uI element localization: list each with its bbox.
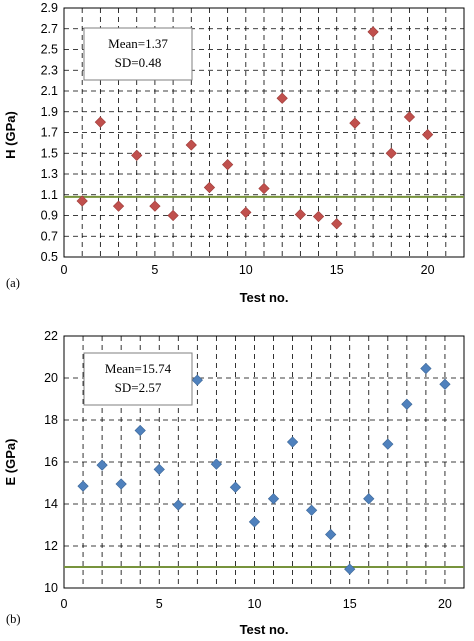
x-axis-title: Test no.	[240, 290, 289, 305]
x-tick-label: 20	[438, 597, 452, 611]
data-point	[153, 463, 165, 475]
data-point	[185, 139, 197, 151]
y-tick-label: 10	[44, 581, 58, 595]
y-tick-label: 0.7	[41, 229, 58, 243]
data-point	[240, 206, 252, 219]
data-point	[203, 181, 216, 194]
y-tick-label: 2.9	[41, 1, 58, 15]
data-point	[276, 92, 288, 104]
x-tick-label: 15	[343, 597, 357, 611]
y-tick-label: 14	[44, 497, 58, 511]
data-point	[294, 208, 306, 221]
chart-panel-b: 10 12 14 16 18 20 22 0 5 10 15 20 Mean=15.74 SD=2.57 T…	[3, 329, 465, 637]
data-point	[77, 480, 89, 492]
data-point	[439, 378, 451, 390]
x-tick-label: 0	[61, 597, 68, 611]
y-tick-label: 0.9	[41, 209, 58, 223]
data-point	[422, 128, 434, 141]
x-tick-label: 0	[61, 263, 68, 277]
y-tick-label: 22	[44, 329, 58, 343]
data-point	[115, 478, 127, 490]
chart-panel-a: 0.5 0.7 0.9 1.1 1.3 1.5 1.7 1.9 2.1 2.3 2.5 2.7 2.9 0…	[3, 1, 465, 305]
data-point	[191, 374, 203, 386]
data-point	[96, 459, 108, 471]
y-tick-label: 1.5	[41, 146, 58, 160]
y-axis-title: E (GPa)	[3, 439, 18, 486]
data-point	[420, 362, 432, 375]
y-tick-label: 2.3	[41, 63, 58, 77]
sd-label: SD=0.48	[115, 55, 162, 70]
x-tick-label: 10	[239, 263, 253, 277]
data-point	[403, 111, 416, 123]
panel-label: (b)	[6, 612, 21, 626]
x-tick-label: 5	[156, 597, 163, 611]
mean-label: Mean=1.37	[108, 36, 168, 51]
data-point	[131, 149, 143, 161]
data-point	[363, 493, 375, 505]
data-point	[349, 117, 361, 129]
data-point	[331, 218, 343, 230]
data-point	[76, 195, 88, 207]
data-point	[312, 210, 325, 223]
x-tick-label: 10	[248, 597, 262, 611]
data-point	[382, 438, 394, 450]
data-point	[267, 493, 280, 505]
x-tick-label: 15	[330, 263, 344, 277]
data-point	[305, 504, 318, 516]
data-point	[172, 499, 184, 511]
y-tick-label: 2.5	[41, 43, 58, 57]
x-tick-label: 5	[151, 263, 158, 277]
data-point	[167, 209, 179, 222]
x-axis-title: Test no.	[240, 622, 289, 637]
data-point	[229, 481, 242, 493]
data-point	[134, 424, 146, 437]
data-point	[149, 200, 161, 212]
data-point	[344, 563, 356, 575]
y-tick-label: 20	[44, 371, 58, 385]
data-point	[222, 159, 234, 171]
y-tick-label: 18	[44, 413, 58, 427]
data-point	[210, 458, 223, 470]
y-tick-label: 0.5	[41, 250, 58, 264]
data-point	[248, 516, 261, 528]
panel-label: (a)	[6, 276, 20, 290]
stats-box	[83, 27, 193, 81]
y-tick-label: 2.7	[41, 22, 58, 36]
sd-label: SD=2.57	[115, 380, 162, 395]
y-axis-title: H (GPa)	[3, 111, 18, 159]
mean-label: Mean=15.74	[105, 361, 172, 376]
x-tick-label: 20	[421, 263, 435, 277]
y-tick-label: 1.7	[41, 126, 58, 140]
data-point	[401, 398, 413, 410]
data-point	[94, 116, 106, 128]
y-tick-label: 1.9	[41, 105, 58, 119]
y-tick-label: 12	[44, 539, 58, 553]
y-tick-label: 1.3	[41, 167, 58, 181]
data-point	[112, 200, 125, 212]
y-tick-label: 16	[44, 455, 58, 469]
data-point	[325, 528, 337, 541]
stats-box	[83, 352, 193, 406]
data-point	[286, 436, 299, 448]
data-point	[385, 147, 397, 159]
data-point	[367, 26, 379, 38]
y-tick-label: 1.1	[41, 188, 58, 202]
data-point	[258, 182, 270, 195]
y-tick-label: 2.1	[41, 84, 58, 98]
